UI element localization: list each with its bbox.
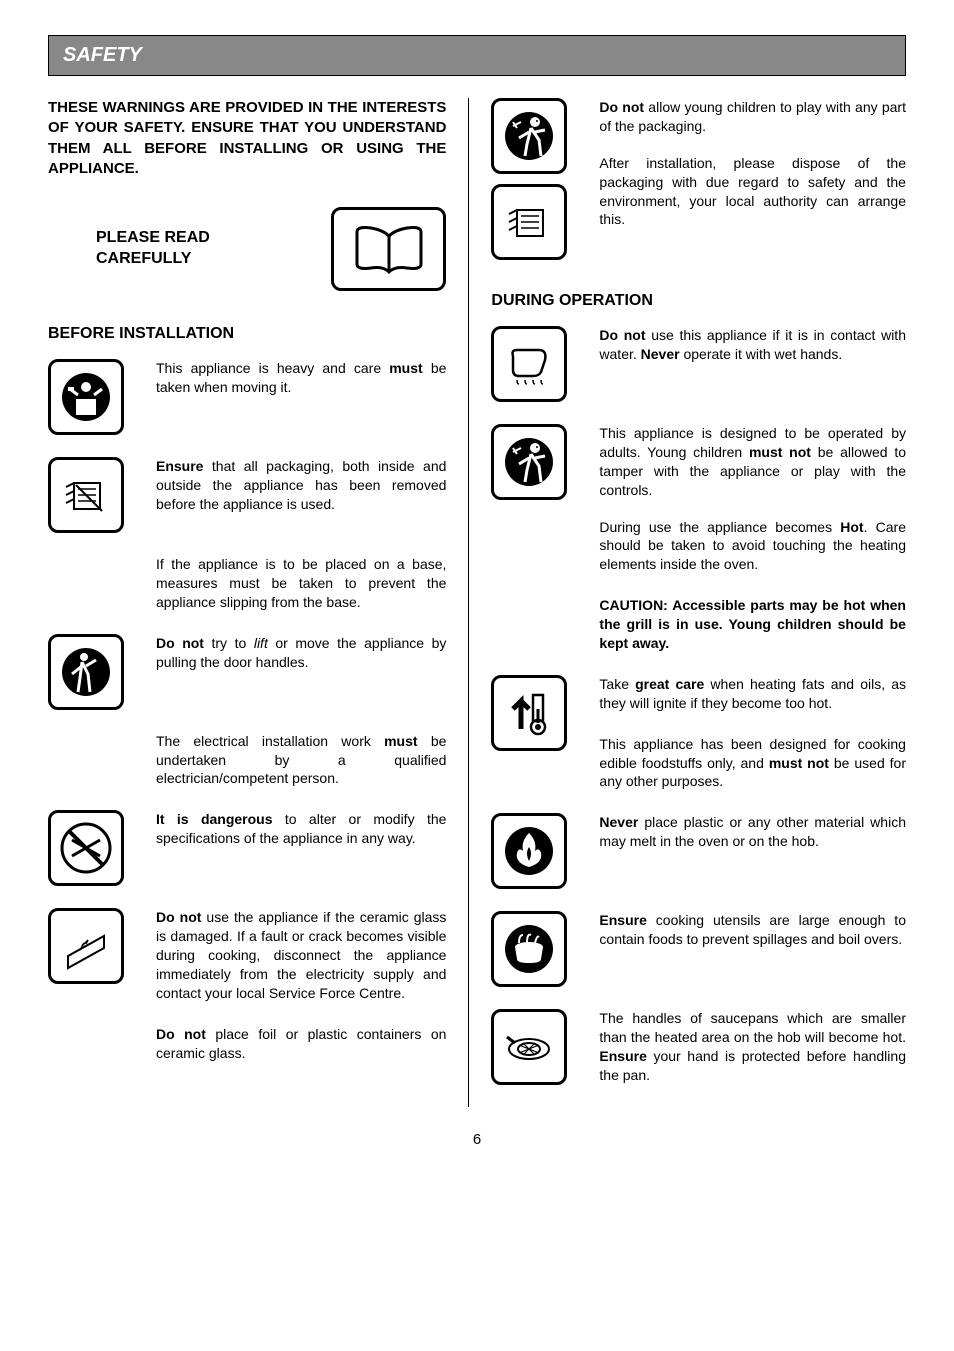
- before-installation-heading: BEFORE INSTALLATION: [48, 325, 446, 343]
- item-handles: The handles of saucepans which are small…: [491, 1009, 906, 1085]
- item-modify: It is dangerous to alter or modify the s…: [48, 810, 446, 886]
- book-icon: [331, 207, 446, 291]
- item-foodstuffs-text: This appliance has been designed for coo…: [599, 735, 906, 792]
- item-adults-text: This appliance is designed to be operate…: [599, 424, 906, 500]
- column-right: Do not allow young children to play with…: [468, 98, 906, 1107]
- packaging-icon: [48, 457, 124, 533]
- read-carefully-text: PLEASE READ CAREFULLY: [96, 229, 210, 267]
- item-packaging-text: Ensure that all packaging, both inside a…: [156, 457, 446, 514]
- item-utensils: Ensure cooking utensils are large enough…: [491, 911, 906, 987]
- item-heavy: This appliance is heavy and care must be…: [48, 359, 446, 435]
- item-ceramic: Do not use the appliance if the ceramic …: [48, 908, 446, 1002]
- lift-icon: [48, 634, 124, 710]
- item-electrical: The electrical installation work must be…: [48, 732, 446, 789]
- item-modify-text: It is dangerous to alter or modify the s…: [156, 810, 446, 848]
- column-left: THESE WARNINGS ARE PROVIDED IN THE INTER…: [48, 98, 468, 1107]
- item-lift-text: Do not try to lift or move the appliance…: [156, 634, 446, 672]
- item-plastic: Never place plastic or any other materia…: [491, 813, 906, 889]
- item-electrical-text: The electrical installation work must be…: [156, 732, 446, 789]
- thermometer-icon: [491, 675, 567, 751]
- child-warning-icon-2: [491, 424, 567, 500]
- intro-warning: THESE WARNINGS ARE PROVIDED IN THE INTER…: [48, 98, 446, 179]
- section-header: SAFETY: [48, 35, 906, 76]
- crack-icon: [48, 908, 124, 984]
- item-plastic-text: Never place plastic or any other materia…: [599, 813, 906, 851]
- item-dispose-text: After installation, please dispose of th…: [599, 154, 906, 230]
- item-packaging: Ensure that all packaging, both inside a…: [48, 457, 446, 533]
- pan-hob-icon: [491, 1009, 567, 1085]
- item-foil: Do not place foil or plastic containers …: [48, 1025, 446, 1063]
- item-heavy-text: This appliance is heavy and care must be…: [156, 359, 446, 397]
- item-water: Do not use this appliance if it is in co…: [491, 326, 906, 402]
- child-warning-icon: [491, 98, 567, 174]
- item-children-packaging: Do not allow young children to play with…: [491, 98, 906, 270]
- section-title: SAFETY: [63, 44, 891, 67]
- read-carefully-row: PLEASE READ CAREFULLY: [48, 207, 446, 291]
- item-children-pack-text: Do not allow young children to play with…: [599, 98, 906, 136]
- item-fats: Take great care when heating fats and oi…: [491, 675, 906, 791]
- item-hot-text: During use the appliance becomes Hot. Ca…: [599, 518, 906, 575]
- item-base-text: If the appliance is to be placed on a ba…: [156, 555, 446, 612]
- item-adults: This appliance is designed to be operate…: [491, 424, 906, 653]
- item-foil-text: Do not place foil or plastic containers …: [156, 1025, 446, 1063]
- item-base: If the appliance is to be placed on a ba…: [48, 555, 446, 612]
- no-modify-icon: [48, 810, 124, 886]
- flame-icon: [491, 813, 567, 889]
- caution-text: CAUTION: Accessible parts may be hot whe…: [599, 596, 906, 653]
- during-operation-heading: DURING OPERATION: [491, 292, 906, 310]
- item-ceramic-text: Do not use the appliance if the ceramic …: [156, 908, 446, 1002]
- spillage-icon: [491, 911, 567, 987]
- heavy-icon: [48, 359, 124, 435]
- wet-hands-icon: [491, 326, 567, 402]
- content-columns: THESE WARNINGS ARE PROVIDED IN THE INTER…: [48, 98, 906, 1107]
- item-water-text: Do not use this appliance if it is in co…: [599, 326, 906, 364]
- item-utensils-text: Ensure cooking utensils are large enough…: [599, 911, 906, 949]
- item-handles-text: The handles of saucepans which are small…: [599, 1009, 906, 1085]
- item-fats-text: Take great care when heating fats and oi…: [599, 675, 906, 713]
- read-carefully-label: PLEASE READ CAREFULLY: [96, 228, 301, 270]
- page-number: 6: [48, 1131, 906, 1148]
- dispose-packaging-icon: [491, 184, 567, 260]
- item-lift: Do not try to lift or move the appliance…: [48, 634, 446, 710]
